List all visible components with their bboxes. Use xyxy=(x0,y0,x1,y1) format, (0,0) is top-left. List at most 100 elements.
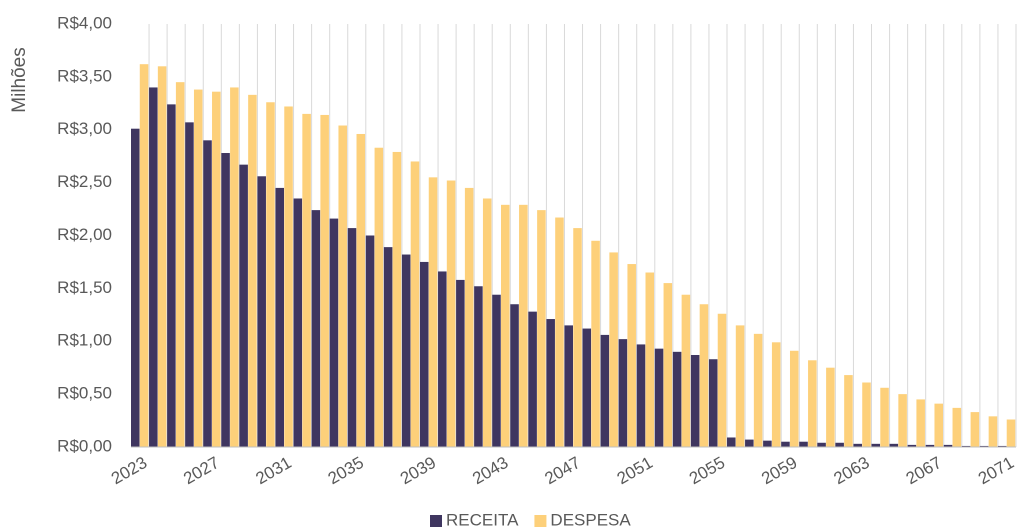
bar xyxy=(699,304,709,447)
bar xyxy=(979,445,989,447)
bar xyxy=(952,407,962,447)
bar xyxy=(374,147,384,448)
bar xyxy=(446,180,456,447)
x-tick-label: 2047 xyxy=(541,453,583,488)
bar xyxy=(934,403,944,447)
bar xyxy=(681,294,691,447)
bar xyxy=(898,394,907,447)
y-tick-label: R$0,50 xyxy=(57,384,112,403)
y-axis-label: Milhões xyxy=(9,47,30,112)
y-tick-label: R$3,50 xyxy=(57,66,112,85)
bar xyxy=(789,350,799,447)
bar xyxy=(555,217,564,447)
bar xyxy=(302,113,311,447)
bar xyxy=(482,198,492,447)
bar xyxy=(329,218,339,447)
bar xyxy=(428,177,438,447)
bar xyxy=(537,210,546,447)
bar xyxy=(338,125,347,448)
bar xyxy=(419,261,429,447)
x-tick-label: 2023 xyxy=(108,453,150,488)
bar xyxy=(690,354,700,447)
bar xyxy=(157,66,167,448)
bar xyxy=(763,440,772,447)
bar xyxy=(988,416,998,447)
legend-label: RECEITA xyxy=(446,510,519,529)
bar xyxy=(627,264,636,447)
x-tick-label: 2039 xyxy=(397,453,439,488)
x-tick-label: 2051 xyxy=(614,453,656,488)
bar xyxy=(727,437,736,447)
bar xyxy=(266,102,275,447)
bar xyxy=(131,128,140,447)
bar xyxy=(185,122,194,447)
bar xyxy=(392,151,402,447)
bar xyxy=(320,114,329,447)
bar xyxy=(871,443,881,447)
bar xyxy=(844,375,853,447)
bar xyxy=(708,359,718,447)
bar xyxy=(510,304,519,447)
bar xyxy=(573,228,582,447)
bar xyxy=(546,319,555,447)
bar xyxy=(139,64,149,447)
bar xyxy=(175,82,185,447)
bar xyxy=(356,133,366,448)
bar xyxy=(474,286,483,447)
bar xyxy=(501,204,510,447)
bar xyxy=(618,339,628,447)
bar xyxy=(248,94,257,447)
bar xyxy=(275,187,285,447)
bar xyxy=(672,351,682,447)
x-tick-label: 2059 xyxy=(758,453,800,488)
legend-swatch xyxy=(430,515,442,527)
bar xyxy=(221,153,230,447)
x-tick-label: 2067 xyxy=(903,453,945,488)
bar xyxy=(880,387,889,447)
bar xyxy=(970,412,980,447)
bar xyxy=(311,210,321,447)
y-tick-label: R$1,50 xyxy=(57,278,112,297)
bar xyxy=(591,240,600,447)
bar xyxy=(717,313,727,447)
bar xyxy=(735,325,745,447)
x-tick-label: 2071 xyxy=(975,453,1017,488)
bar xyxy=(519,204,528,447)
y-tick-label: R$1,00 xyxy=(57,331,112,350)
y-tick-label: R$2,50 xyxy=(57,172,112,191)
bar xyxy=(239,164,248,447)
x-tick-label: 2055 xyxy=(686,453,728,488)
bar xyxy=(645,272,655,447)
bar xyxy=(745,439,754,447)
bar xyxy=(961,445,971,447)
bar xyxy=(853,443,862,447)
bar xyxy=(365,235,375,447)
bar xyxy=(609,252,618,447)
bar xyxy=(257,176,266,447)
bar xyxy=(582,328,592,447)
x-tick-label: 2031 xyxy=(253,453,295,488)
bar xyxy=(284,106,293,448)
bar xyxy=(167,104,176,448)
bar xyxy=(916,399,925,447)
bar xyxy=(636,344,646,447)
bar xyxy=(862,382,871,447)
bar xyxy=(293,198,303,447)
bar xyxy=(456,279,465,447)
bar xyxy=(943,444,953,447)
y-tick-label: R$4,00 xyxy=(57,13,112,32)
bar xyxy=(230,87,239,447)
legend-swatch xyxy=(534,515,547,527)
x-tick-label: 2063 xyxy=(830,453,872,488)
bar xyxy=(889,443,899,447)
y-tick-label: R$3,00 xyxy=(57,119,112,138)
bar xyxy=(663,283,673,447)
x-tick-label: 2027 xyxy=(180,453,222,488)
x-tick-label: 2035 xyxy=(325,453,367,488)
bar xyxy=(464,187,474,447)
bar xyxy=(907,444,917,447)
bar xyxy=(781,441,790,447)
bar xyxy=(193,89,203,447)
bar xyxy=(654,348,664,447)
